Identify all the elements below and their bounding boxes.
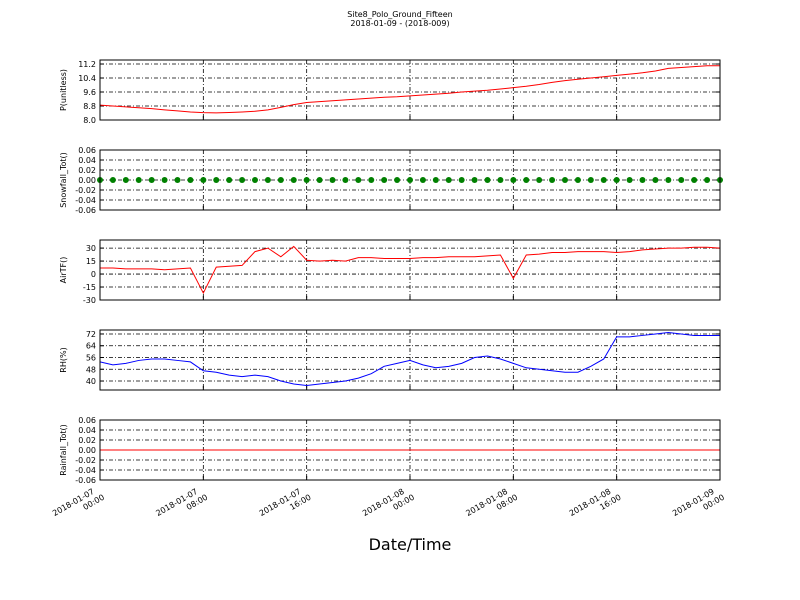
y-tick-label: -0.04 [75,196,96,205]
y-tick-label: -0.02 [75,456,96,465]
data-point [407,177,413,183]
data-point [458,177,465,183]
data-point [277,177,284,183]
data-point [290,177,297,183]
y-tick-label: 0.02 [78,436,96,445]
y-tick-label: -0.02 [75,186,96,195]
data-line [99,65,720,114]
data-point [135,177,142,183]
y-tick-label: 40 [86,377,96,386]
data-point [394,177,401,183]
y-tick-label: 0.04 [78,156,96,165]
y-tick-label: 0.00 [78,446,96,455]
data-point [303,177,310,183]
data-point [161,177,168,183]
data-point [174,177,181,183]
chart-subtitle: 2018-01-09 - (2018-009) [350,19,449,28]
y-tick-label: 56 [86,354,96,363]
plot-frame [99,329,721,391]
y-tick-label: 11.2 [78,60,96,69]
data-point [678,177,685,183]
data-point [381,177,388,183]
data-point [148,177,155,183]
x-axis-label: Date/Time [369,535,452,554]
data-point [549,177,556,183]
y-tick-label: 10.4 [78,74,96,83]
y-tick-label: 9.6 [83,88,96,97]
data-point [562,177,568,183]
y-tick-label: 8.0 [83,116,96,125]
plot-frame [99,59,721,121]
data-point [445,177,452,183]
data-point [510,177,517,183]
data-point [239,177,246,183]
data-point [691,177,698,183]
data-point [342,177,349,183]
data-point [536,177,543,183]
y-tick-label: -0.04 [75,466,96,475]
data-point [704,177,711,183]
data-line [100,245,721,295]
data-point [122,177,129,183]
data-point [226,177,233,183]
data-point [626,177,633,183]
data-point [252,177,258,183]
y-tick-label: 8.8 [83,102,96,111]
plot-frame [99,419,721,481]
y-tick-label: 0.06 [78,146,96,155]
data-point [484,177,491,183]
chart-title: Site8_Polo_Ground_Fifteen [347,10,452,19]
y-tick-label: 0.02 [78,166,96,175]
data-point [316,177,323,183]
y-tick-label: 0.04 [78,426,96,435]
data-point [329,177,336,183]
data-point [665,177,672,183]
y-tick-label: 0.06 [78,416,96,425]
plot-frame [99,239,721,301]
y-axis-label: Rainfall_Tot() [59,424,68,476]
y-tick-label: -30 [83,296,96,305]
data-point [109,177,116,183]
y-tick-label: 48 [86,365,96,374]
data-point [639,177,646,183]
plot-frame [99,149,721,211]
y-tick-label: -0.06 [75,206,96,215]
y-tick-label: 15 [86,257,96,266]
data-point [368,177,375,183]
data-point [187,177,194,183]
y-tick-label: -0.06 [75,476,96,485]
y-tick-label: 0 [91,270,96,279]
data-point [213,177,220,183]
data-point [497,177,504,183]
data-point [471,177,478,183]
data-point [600,177,607,183]
y-axis-label: RH(%) [59,347,68,372]
y-tick-label: 64 [86,342,96,351]
y-tick-label: 0.00 [78,176,96,185]
data-point [264,177,271,183]
data-point [574,177,581,183]
data-line [99,331,720,386]
y-tick-label: -15 [83,283,96,292]
y-axis-label: AirTF() [59,257,68,284]
data-point [355,177,362,183]
data-point [652,177,659,183]
data-point [432,177,439,183]
y-axis-label: Snowfall_Tot() [59,152,68,208]
data-point [200,177,207,183]
y-tick-label: 30 [86,244,96,253]
data-point [613,177,620,183]
data-point [587,177,594,183]
data-point [523,177,530,183]
y-tick-label: 72 [86,330,96,339]
y-axis-label: P(unitless) [59,69,68,111]
data-point [419,177,426,183]
